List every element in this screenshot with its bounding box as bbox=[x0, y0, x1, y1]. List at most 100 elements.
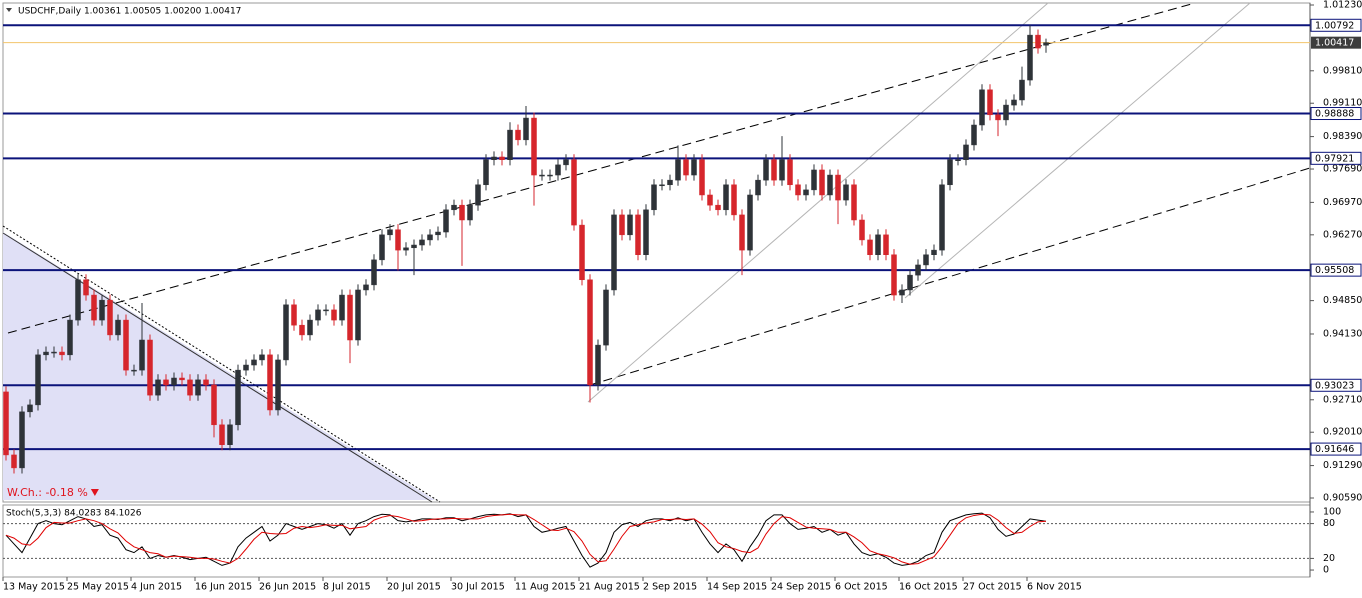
candle-body bbox=[971, 124, 977, 146]
candle-body bbox=[515, 129, 521, 141]
candle-body bbox=[627, 214, 633, 236]
y-tick-label: 0.96270 bbox=[1323, 229, 1362, 240]
x-tick-label: 14 Sep 2015 bbox=[707, 582, 767, 593]
candle-body bbox=[707, 194, 713, 206]
candle-body bbox=[475, 184, 481, 206]
candle-body bbox=[987, 89, 993, 116]
candle-body bbox=[123, 319, 129, 371]
candle-body bbox=[147, 339, 153, 396]
candle-body bbox=[763, 159, 769, 181]
candle-body bbox=[931, 249, 937, 255]
level-label: 0.97921 bbox=[1315, 153, 1354, 164]
x-tick-label: 11 Aug 2015 bbox=[515, 582, 576, 593]
candle-body bbox=[19, 411, 25, 469]
candle-body bbox=[275, 359, 281, 411]
candle-body bbox=[595, 344, 601, 386]
y-tick-label: 0 bbox=[1323, 565, 1329, 576]
candle-body bbox=[227, 424, 233, 445]
y-tick-label: 0.92010 bbox=[1323, 427, 1362, 438]
y-tick-label: 0.91290 bbox=[1323, 460, 1362, 471]
candle-body bbox=[179, 377, 185, 381]
x-tick-label: 21 Aug 2015 bbox=[579, 582, 640, 593]
chart-title: USDCHF,Daily 1.00361 1.00505 1.00200 1.0… bbox=[18, 7, 241, 17]
candle-body bbox=[107, 299, 113, 336]
y-tick-label: 100 bbox=[1323, 506, 1341, 517]
candle-body bbox=[35, 354, 41, 406]
down-arrow bbox=[90, 489, 99, 496]
level-label: 0.98888 bbox=[1315, 109, 1354, 120]
y-tick-label: 0.94130 bbox=[1323, 328, 1362, 339]
level-label-box bbox=[1310, 107, 1362, 121]
level-label-box bbox=[1310, 18, 1362, 32]
candle-body bbox=[875, 234, 881, 255]
candle-body bbox=[891, 254, 897, 296]
candle-body bbox=[995, 114, 1001, 121]
candle-body bbox=[915, 264, 921, 276]
current-price-box bbox=[1311, 36, 1361, 49]
x-tick-label: 2 Sep 2015 bbox=[643, 582, 697, 593]
candle-body bbox=[371, 259, 377, 286]
x-tick-label: 8 Jul 2015 bbox=[323, 582, 371, 593]
candle-body bbox=[331, 309, 337, 321]
candle-body bbox=[859, 219, 865, 241]
candle-body bbox=[771, 159, 777, 181]
x-tick-label: 6 Oct 2015 bbox=[835, 582, 888, 593]
candle-body bbox=[635, 214, 641, 255]
candle-body bbox=[651, 184, 657, 211]
candle-body bbox=[363, 284, 369, 291]
x-tick-label: 27 Oct 2015 bbox=[963, 582, 1022, 593]
candle-body bbox=[259, 354, 265, 361]
x-tick-label: 24 Sep 2015 bbox=[771, 582, 831, 593]
x-tick-label: 6 Nov 2015 bbox=[1027, 582, 1082, 593]
candle-body bbox=[979, 89, 985, 126]
candle-body bbox=[955, 159, 961, 162]
x-tick-label: 25 May 2015 bbox=[67, 582, 129, 593]
candle-body bbox=[507, 129, 513, 161]
candle-body bbox=[459, 204, 465, 221]
indicator-title: Stoch(5,3,3) 84.0283 84.1026 bbox=[6, 509, 142, 519]
y-tick-label: 20 bbox=[1323, 553, 1335, 564]
x-tick-label: 26 Jun 2015 bbox=[259, 582, 316, 593]
candle-body bbox=[827, 174, 833, 196]
trend-line bbox=[2, 232, 433, 503]
candle-body bbox=[387, 229, 393, 236]
y-tick-label: 0.92710 bbox=[1323, 394, 1362, 405]
y-tick-label: 1.01230 bbox=[1323, 0, 1362, 10]
candle-body bbox=[923, 254, 929, 266]
candle-body bbox=[539, 174, 545, 177]
y-tick-label: 0.97690 bbox=[1323, 164, 1362, 175]
candle-body bbox=[867, 239, 873, 255]
menu-icon[interactable] bbox=[6, 8, 12, 12]
x-tick-label: 16 Jun 2015 bbox=[195, 582, 252, 593]
x-tick-label: 20 Jul 2015 bbox=[387, 582, 441, 593]
trend-line bbox=[7, 2, 1196, 334]
candle-body bbox=[451, 204, 457, 211]
candle-body bbox=[715, 204, 721, 211]
candle-body bbox=[11, 454, 17, 469]
candle-body bbox=[115, 319, 121, 336]
channel-line bbox=[587, 2, 1049, 403]
candle-body bbox=[907, 274, 913, 291]
candle-body bbox=[691, 159, 697, 176]
channel-line bbox=[904, 2, 1251, 299]
candle-body bbox=[947, 159, 953, 186]
candle-body bbox=[803, 189, 809, 196]
candle-body bbox=[819, 169, 825, 196]
level-label-box bbox=[1310, 263, 1362, 277]
candle-body bbox=[99, 299, 105, 321]
drawings bbox=[2, 2, 1311, 577]
candle-body bbox=[195, 379, 201, 396]
candle-body bbox=[555, 164, 561, 176]
candle-body bbox=[411, 244, 417, 249]
candle-body bbox=[683, 159, 689, 176]
candle-body bbox=[339, 294, 345, 321]
candle-body bbox=[835, 174, 841, 201]
candle-body bbox=[67, 319, 73, 356]
candle-body bbox=[963, 144, 969, 161]
candle-body bbox=[731, 184, 737, 216]
candle-body bbox=[483, 159, 489, 186]
candle-body bbox=[219, 424, 225, 445]
candle-body bbox=[1027, 34, 1033, 81]
candle-body bbox=[1003, 104, 1009, 121]
